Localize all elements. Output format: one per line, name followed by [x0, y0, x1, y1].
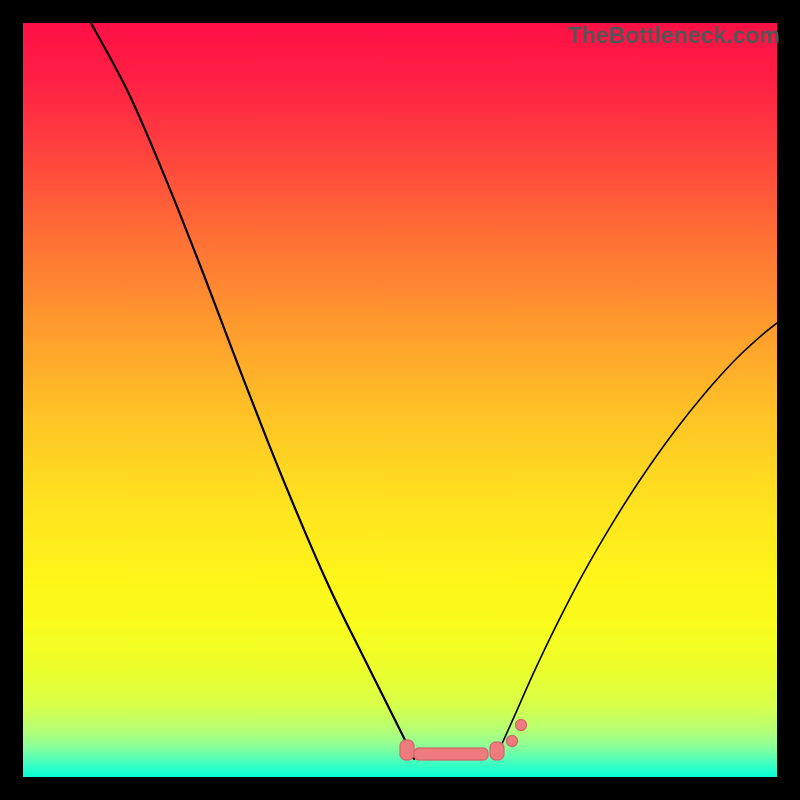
bottleneck-marker-segment-2 [490, 742, 504, 760]
bottleneck-marker-dot-0 [507, 736, 518, 747]
watermark-text: TheBottleneck.com [568, 22, 780, 49]
bottleneck-marker-dot-1 [516, 720, 527, 731]
plot-area [23, 23, 777, 777]
bottleneck-marker-segment-1 [414, 748, 488, 760]
curve-layer [23, 23, 777, 777]
bottleneck-marker-segment-0 [400, 740, 414, 760]
right-curve [496, 323, 777, 757]
left-curve [91, 23, 414, 759]
chart-frame: TheBottleneck.com [0, 0, 800, 800]
